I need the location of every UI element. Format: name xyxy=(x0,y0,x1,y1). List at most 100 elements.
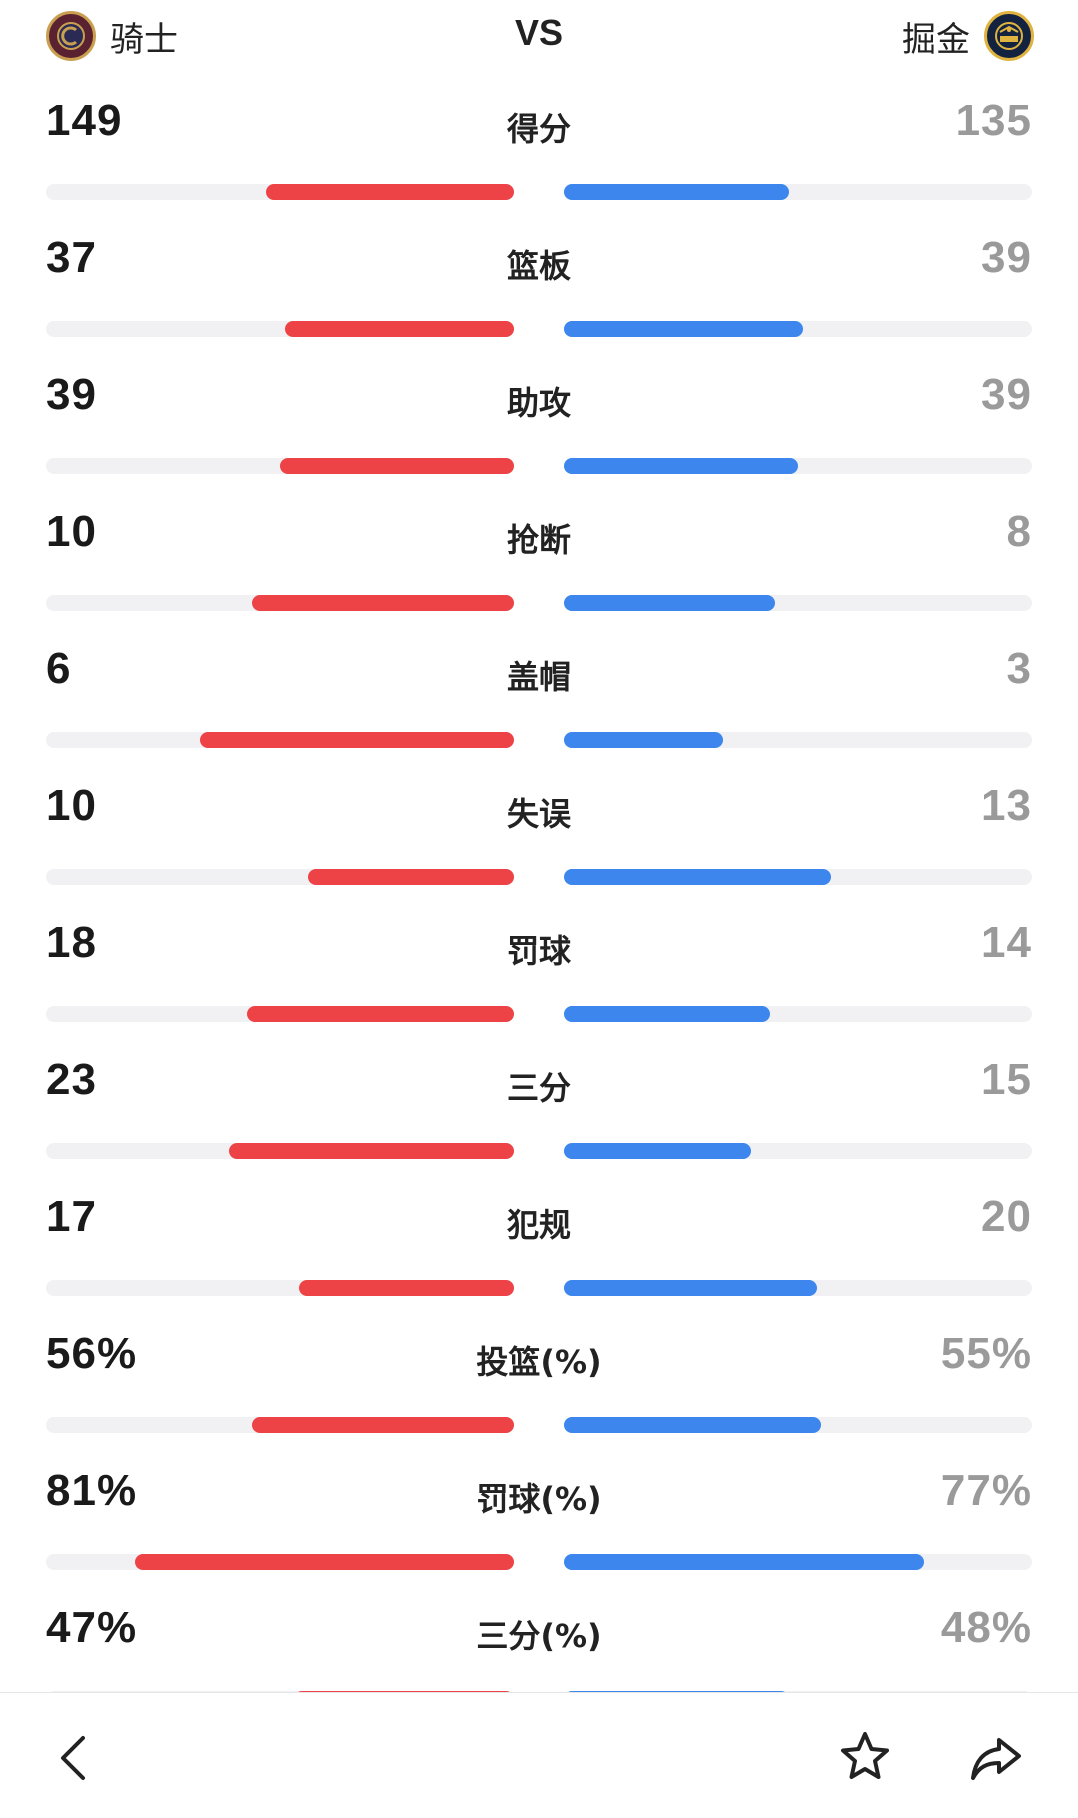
home-stat-bar xyxy=(135,1554,514,1570)
away-stat-bar xyxy=(564,458,798,474)
home-stat-value: 10 xyxy=(46,781,97,830)
stat-label: 盖帽 xyxy=(506,658,571,696)
away-stat-track xyxy=(564,321,1032,337)
home-stat-track xyxy=(46,869,514,885)
home-stat-value: 10 xyxy=(46,507,97,556)
away-stat-track xyxy=(564,184,1032,200)
share-button[interactable] xyxy=(960,1723,1030,1793)
away-stat-value: 77% xyxy=(940,1466,1032,1515)
match-header: 骑士 VS 掘金 xyxy=(0,0,1078,70)
away-stat-track xyxy=(564,732,1032,748)
home-stat-bar xyxy=(266,184,514,200)
home-stat-track xyxy=(46,1006,514,1022)
away-stat-value: 39 xyxy=(981,370,1032,419)
away-stat-bar xyxy=(564,732,723,748)
away-stat-bar xyxy=(564,184,789,200)
home-stat-track xyxy=(46,595,514,611)
away-stat-track xyxy=(564,1417,1032,1433)
stat-row: 17 犯规 20 xyxy=(0,1182,1078,1319)
stat-label: 投篮(%) xyxy=(476,1343,602,1381)
stat-label: 失误 xyxy=(506,795,571,833)
home-stat-track xyxy=(46,732,514,748)
stat-row: 37 篮板 39 xyxy=(0,223,1078,360)
away-stat-value: 48% xyxy=(940,1603,1032,1652)
away-stat-bar xyxy=(564,1143,751,1159)
bottom-toolbar xyxy=(0,1692,1078,1818)
away-stat-value: 15 xyxy=(981,1055,1032,1104)
home-stat-bar xyxy=(308,869,514,885)
away-stat-track xyxy=(564,458,1032,474)
home-stat-value: 47% xyxy=(46,1603,138,1652)
away-stat-bar xyxy=(564,1417,821,1433)
stat-row: 10 失误 13 xyxy=(0,771,1078,908)
away-stat-track xyxy=(564,595,1032,611)
away-stat-bar xyxy=(564,869,831,885)
stat-row: 6 盖帽 3 xyxy=(0,634,1078,771)
away-stat-track xyxy=(564,1143,1032,1159)
home-stat-track xyxy=(46,1417,514,1433)
home-stat-value: 37 xyxy=(46,233,97,282)
favorite-button[interactable] xyxy=(830,1723,900,1793)
away-team-name: 掘金 xyxy=(902,19,970,60)
home-team[interactable]: 骑士 xyxy=(46,8,178,64)
stat-label: 三分 xyxy=(506,1069,571,1107)
stat-label: 三分(%) xyxy=(476,1617,602,1655)
home-stat-bar xyxy=(299,1280,514,1296)
stat-row: 56% 投篮(%) 55% xyxy=(0,1319,1078,1456)
away-stat-bar xyxy=(564,1280,817,1296)
stat-label: 得分 xyxy=(506,110,571,148)
stats-list: 149 得分 135 37 篮板 39 39 助攻 39 10 抢断 8 xyxy=(0,86,1078,1730)
home-stat-track xyxy=(46,1554,514,1570)
away-stat-bar xyxy=(564,321,803,337)
home-stat-bar xyxy=(280,458,514,474)
away-stat-track xyxy=(564,1554,1032,1570)
stat-label: 助攻 xyxy=(506,384,571,422)
home-stat-track xyxy=(46,184,514,200)
stat-row: 10 抢断 8 xyxy=(0,497,1078,634)
nuggets-logo-icon xyxy=(984,11,1034,61)
home-stat-value: 6 xyxy=(46,644,72,693)
stat-row: 81% 罚球(%) 77% xyxy=(0,1456,1078,1593)
stat-row: 149 得分 135 xyxy=(0,86,1078,223)
away-stat-value: 39 xyxy=(981,233,1032,282)
away-stat-value: 14 xyxy=(981,918,1032,967)
away-stat-value: 13 xyxy=(981,781,1032,830)
home-stat-bar xyxy=(252,595,514,611)
home-stat-value: 23 xyxy=(46,1055,97,1104)
away-stat-track xyxy=(564,869,1032,885)
home-team-name: 骑士 xyxy=(110,19,178,60)
home-stat-value: 39 xyxy=(46,370,97,419)
home-stat-track xyxy=(46,321,514,337)
home-stat-value: 18 xyxy=(46,918,97,967)
back-arrow-icon xyxy=(61,1736,85,1780)
stat-row: 39 助攻 39 xyxy=(0,360,1078,497)
cavaliers-logo-icon xyxy=(46,11,96,61)
away-stat-value: 55% xyxy=(940,1329,1032,1378)
home-stat-value: 149 xyxy=(46,96,123,145)
away-stat-bar xyxy=(564,595,775,611)
stat-row: 23 三分 15 xyxy=(0,1045,1078,1182)
star-icon xyxy=(841,1732,889,1779)
share-icon xyxy=(971,1738,1021,1780)
home-stat-bar xyxy=(247,1006,514,1022)
away-stat-value: 3 xyxy=(1006,644,1032,693)
home-stat-track xyxy=(46,458,514,474)
stat-label: 抢断 xyxy=(506,521,571,559)
away-stat-value: 20 xyxy=(981,1192,1032,1241)
vs-label: VS xyxy=(514,12,564,53)
away-stat-track xyxy=(564,1006,1032,1022)
home-stat-bar xyxy=(285,321,514,337)
away-stat-bar xyxy=(564,1554,924,1570)
stat-label: 犯规 xyxy=(506,1206,571,1244)
away-stat-bar xyxy=(564,1006,770,1022)
home-stat-value: 81% xyxy=(46,1466,138,1515)
home-stat-bar xyxy=(252,1417,514,1433)
away-team[interactable]: 掘金 xyxy=(902,8,1034,64)
stat-row: 18 罚球 14 xyxy=(0,908,1078,1045)
away-stat-value: 135 xyxy=(955,96,1032,145)
away-stat-track xyxy=(564,1280,1032,1296)
home-stat-value: 56% xyxy=(46,1329,138,1378)
back-button[interactable] xyxy=(40,1723,110,1793)
home-stat-value: 17 xyxy=(46,1192,97,1241)
